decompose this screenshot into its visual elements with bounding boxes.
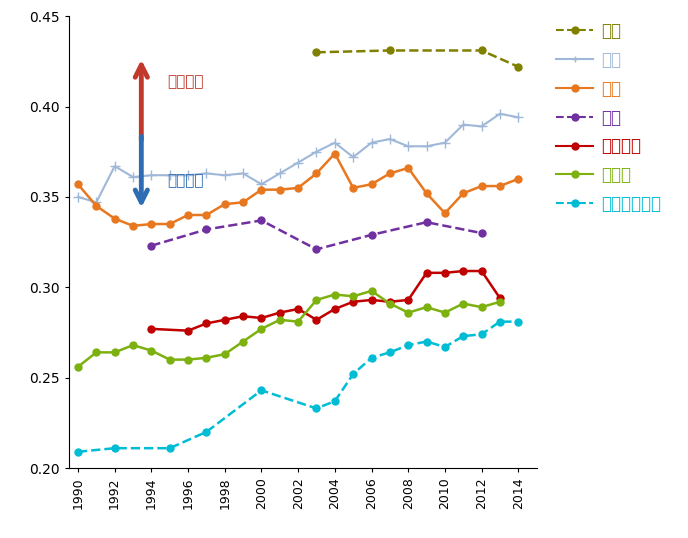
Legend: 中国, 米国, 英国, 日本, フランス, ドイツ, スウェーデン: 中国, 米国, 英国, 日本, フランス, ドイツ, スウェーデン [550, 16, 668, 220]
Text: 格差縮小: 格差縮小 [167, 174, 204, 189]
Text: 格差拡大: 格差拡大 [167, 74, 204, 89]
